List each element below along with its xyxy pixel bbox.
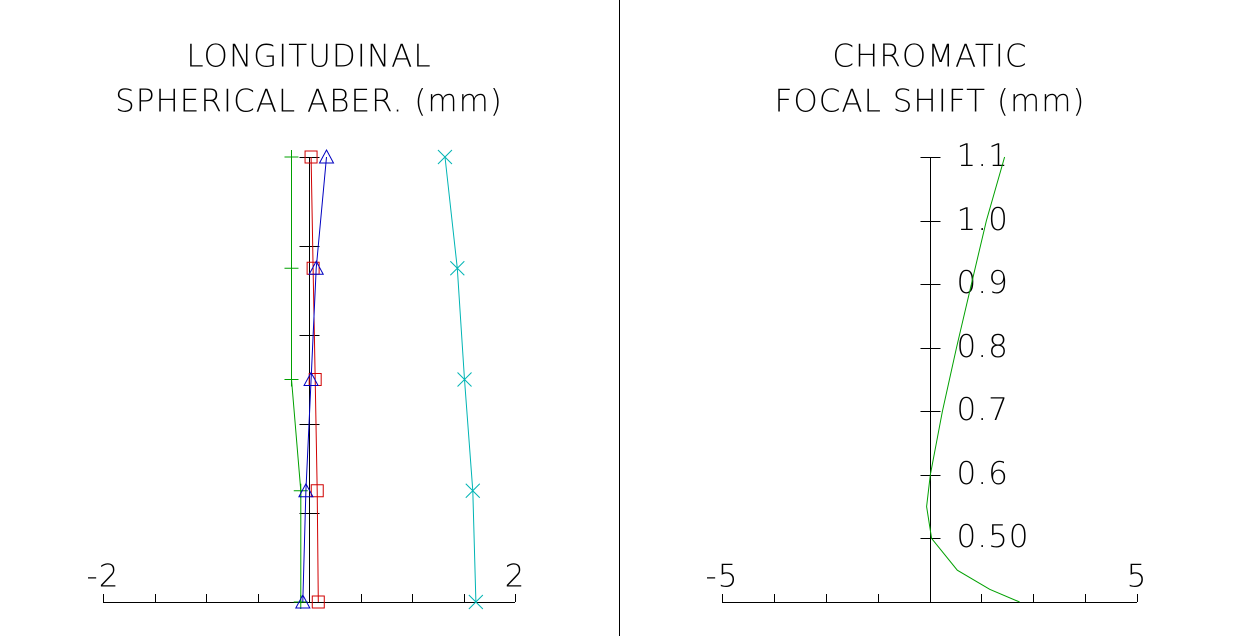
y-tick-label: 0.7 — [957, 392, 1009, 428]
x-limit-label: -2 — [87, 559, 120, 595]
chart-title: CHROMATIC — [832, 39, 1027, 75]
marker — [457, 372, 472, 387]
chart-title: SPHERICAL ABER. (mm) — [115, 84, 503, 120]
x-limit-label: 5 — [1127, 559, 1148, 595]
aberration-line — [302, 156, 327, 603]
marker — [311, 595, 325, 609]
chart-title: FOCAL SHIFT (mm) — [775, 84, 1086, 120]
x-limit-label: 2 — [505, 559, 526, 595]
y-tick-label: 0.6 — [957, 456, 1009, 492]
marker — [437, 149, 453, 165]
marker — [284, 261, 299, 276]
chart-title: LONGITUDINAL — [186, 39, 431, 75]
marker — [318, 148, 335, 164]
marker — [284, 372, 299, 387]
focal-shift-curve — [926, 156, 1020, 603]
marker — [449, 260, 465, 276]
y-tick-label: 0.9 — [957, 265, 1009, 301]
marker — [308, 260, 325, 275]
y-tick-label: 0.50 — [957, 519, 1030, 555]
x-limit-label: -5 — [706, 559, 739, 595]
y-tick-label: 1.0 — [957, 202, 1009, 238]
y-tick-label: 0.8 — [957, 329, 1009, 365]
marker — [468, 594, 484, 610]
y-tick-label: 1.1 — [957, 138, 1009, 174]
marker — [465, 483, 481, 499]
marker — [310, 484, 324, 498]
marker — [294, 593, 311, 609]
marker — [293, 595, 308, 609]
marker — [303, 371, 319, 386]
marker — [284, 150, 299, 164]
marker — [298, 482, 314, 498]
marker — [304, 150, 318, 164]
